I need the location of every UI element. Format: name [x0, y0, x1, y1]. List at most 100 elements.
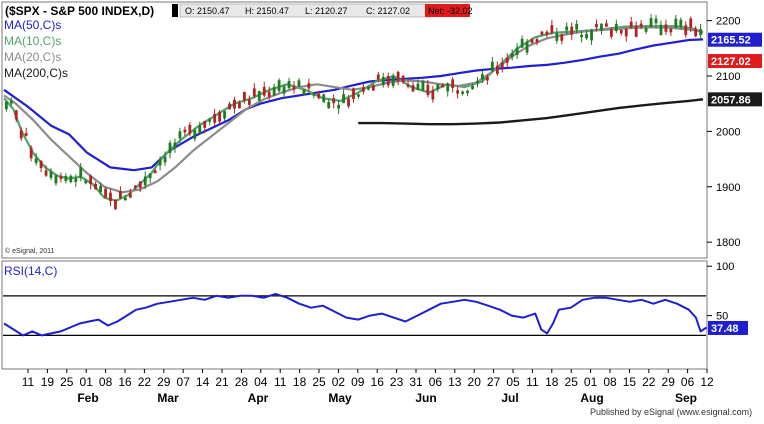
candle-body — [277, 80, 281, 91]
candle-body — [689, 18, 693, 28]
candle-body — [401, 75, 405, 82]
candle-body — [466, 90, 469, 94]
candle-body — [495, 65, 499, 74]
x-month-label: Jul — [501, 391, 518, 405]
x-tick-label: 06 — [681, 375, 695, 389]
candle-body — [307, 83, 311, 89]
x-tick-label: 05 — [506, 375, 520, 389]
candle-body — [500, 62, 504, 68]
candle-body — [595, 23, 598, 28]
price-tick-label: 2200 — [716, 16, 740, 28]
candle-body — [485, 77, 489, 81]
candle-body — [322, 94, 326, 103]
ma-line-ma200cs — [358, 98, 704, 126]
candle-body — [238, 102, 241, 109]
candle-body — [391, 75, 395, 86]
x-tick-label: 25 — [60, 375, 74, 389]
candle-body — [302, 89, 306, 96]
value-tags: 2165.52 2127.02 2057.86 — [708, 32, 762, 107]
candle-body — [123, 197, 127, 201]
x-tick-label: 11 — [274, 375, 287, 389]
candle-body — [639, 23, 643, 27]
candle-body — [476, 81, 479, 84]
candle-body — [64, 175, 68, 182]
candle-body — [530, 39, 534, 43]
rsi-value-tag-label: 37.48 — [711, 323, 739, 335]
candle-body — [515, 47, 519, 55]
candle-body — [133, 185, 137, 188]
rsi-grid — [3, 295, 706, 337]
candle-body — [34, 158, 38, 163]
candle-body — [242, 91, 246, 101]
x-month-label: May — [328, 391, 352, 405]
candle-body — [416, 83, 420, 90]
x-tick-label: 22 — [138, 375, 152, 389]
candle-body — [193, 130, 197, 139]
candle-body — [560, 34, 564, 41]
candle-body — [84, 180, 88, 184]
candle-body — [138, 181, 142, 188]
candle-body — [247, 99, 251, 105]
x-month-label: Jun — [415, 391, 436, 405]
rsi-axis: 50 100 37.48 — [707, 261, 748, 335]
candle-body — [74, 178, 78, 182]
x-month-label: Mar — [157, 391, 179, 405]
candle-body — [426, 84, 430, 96]
candle-body — [590, 30, 593, 41]
candle-body — [386, 76, 390, 86]
x-tick-label: 21 — [215, 375, 229, 389]
rsi-tick-label: 50 — [716, 311, 728, 323]
candle-body — [436, 84, 440, 90]
candle-body — [619, 30, 623, 34]
x-tick-label: 15 — [623, 375, 637, 389]
candle-body — [109, 192, 112, 202]
candle-body — [456, 90, 460, 94]
value-tag-label: 2127.02 — [711, 56, 751, 68]
candle-body — [208, 119, 212, 122]
candle-body — [644, 28, 648, 32]
net-box — [425, 4, 470, 17]
x-tick-label: 09 — [351, 375, 365, 389]
legend-ma20: MA(20,C)s — [4, 50, 61, 64]
candle-body — [188, 124, 192, 134]
candle-body — [654, 18, 658, 24]
rsi-value-tag-box — [708, 320, 748, 335]
ma-line-ma50cs — [3, 38, 704, 172]
candle-body — [79, 167, 83, 178]
candle-body — [99, 185, 102, 193]
candle-body — [228, 103, 231, 110]
candle-body — [317, 93, 321, 99]
candle-body — [580, 34, 584, 38]
candle-body — [143, 176, 147, 186]
candle-body — [203, 120, 207, 128]
x-month-label: Aug — [580, 391, 603, 405]
x-tick-label: 12 — [700, 375, 714, 389]
rsi-line — [3, 292, 708, 337]
candle-body — [699, 29, 703, 35]
candle-body — [292, 86, 296, 90]
price-tick-label: 1900 — [716, 182, 740, 194]
candle-body — [297, 80, 301, 87]
candle-body — [570, 26, 574, 35]
candle-body — [233, 99, 236, 109]
candle-body — [525, 41, 529, 53]
candle-body — [272, 86, 276, 96]
candle-body — [684, 25, 688, 35]
candle-body — [376, 74, 380, 80]
candle-body — [634, 25, 638, 37]
x-tick-label: 18 — [293, 375, 307, 389]
rsi-tick-label: 100 — [716, 261, 734, 273]
x-tick-label: 06 — [429, 375, 443, 389]
x-tick-label: 14 — [196, 375, 210, 389]
x-tick-label: 18 — [545, 375, 559, 389]
x-tick-label: 22 — [642, 375, 656, 389]
candle-body — [629, 21, 633, 28]
candle-body — [252, 88, 256, 97]
candle-body — [649, 18, 653, 28]
candle-body — [153, 170, 157, 174]
candle-body — [183, 129, 187, 133]
value-tag-label: 2165.52 — [711, 35, 751, 47]
candle-body — [441, 84, 445, 88]
